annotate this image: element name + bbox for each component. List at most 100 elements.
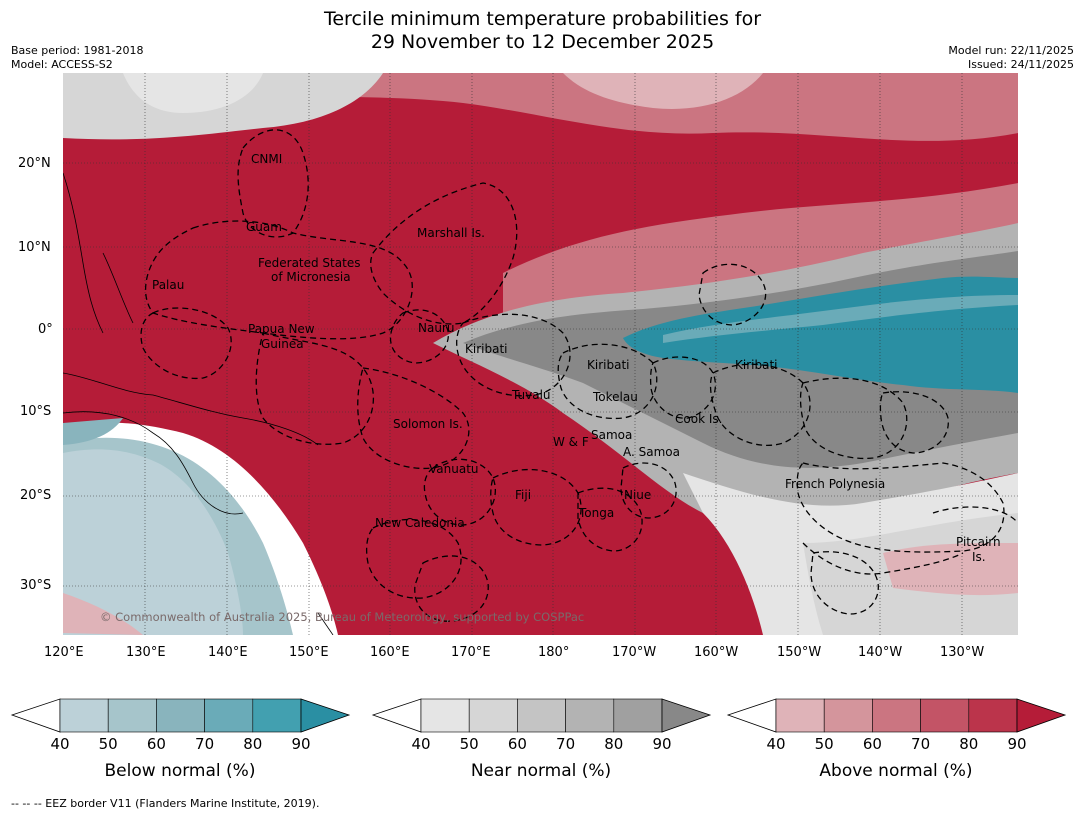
colorbar-segment xyxy=(156,698,205,733)
colorbar-segment xyxy=(107,698,157,733)
place-cnmi: CNMI xyxy=(251,152,282,166)
place-guam: Guam xyxy=(246,220,282,234)
place-new-caledonia: New Caledonia xyxy=(375,516,465,530)
lat-tick-0: 0° xyxy=(38,322,53,337)
colorbar-tick-label: 90 xyxy=(291,735,311,753)
lat-tick-10s: 10°S xyxy=(20,404,52,419)
lon-tick-130e: 130°E xyxy=(126,645,166,660)
colorbar-segment xyxy=(872,698,921,733)
colorbar-tick-label: 40 xyxy=(411,735,431,753)
lat-tick-10n: 10°N xyxy=(18,240,51,255)
colorbar-segment xyxy=(468,698,518,733)
place-american-samoa: A. Samoa xyxy=(623,445,680,459)
colorbar-segment xyxy=(252,698,302,733)
lon-tick-130w: 130°W xyxy=(940,645,985,660)
copyright-notice: © Commonwealth of Australia 2025, Bureau… xyxy=(100,610,585,624)
lon-tick-120e: 120°E xyxy=(44,645,84,660)
model-name: Model: ACCESS-S2 xyxy=(11,58,113,71)
lat-tick-30s: 30°S xyxy=(20,578,52,593)
colorbar-tick-label: 60 xyxy=(146,735,166,753)
lon-tick-160e: 160°E xyxy=(370,645,410,660)
colorbar-near-normal xyxy=(371,698,712,733)
lon-tick-180: 180° xyxy=(538,645,570,660)
colorbar-tick-label: 70 xyxy=(911,735,931,753)
place-labels: CNMI Guam Marshall Is. Federated States … xyxy=(152,152,1001,564)
colorbar-label-below: Below normal (%) xyxy=(104,761,256,781)
lon-tick-140w: 140°W xyxy=(858,645,903,660)
colorbar-label-near: Near normal (%) xyxy=(470,761,612,781)
colorbar-segment xyxy=(968,698,1018,733)
colorbar-tick-label: 60 xyxy=(507,735,527,753)
colorbar-tick-label: 70 xyxy=(556,735,576,753)
place-kiribati-east: Kiribati xyxy=(735,358,777,372)
below-normal-australia-north xyxy=(63,418,123,445)
place-nauru: Nauru xyxy=(418,321,454,335)
issued-date: Issued: 24/11/2025 xyxy=(967,58,1074,71)
place-samoa: Samoa xyxy=(591,428,632,442)
place-tokelau: Tokelau xyxy=(592,390,638,404)
map-title: Tercile minimum temperature probabilitie… xyxy=(0,8,1085,54)
colorbar-tick-label: 40 xyxy=(766,735,786,753)
title-line-2: 29 November to 12 December 2025 xyxy=(370,31,715,53)
colorbar-tick-label: 40 xyxy=(50,735,70,753)
colorbar-segment xyxy=(920,698,970,733)
above-normal-light-top xyxy=(563,73,763,109)
colorbar-tick-label: 60 xyxy=(862,735,882,753)
colorbar-label-above: Above normal (%) xyxy=(819,761,973,781)
place-french-polynesia: French Polynesia xyxy=(785,477,885,491)
lon-tick-150e: 150°E xyxy=(289,645,329,660)
lon-tick-150w: 150°W xyxy=(777,645,822,660)
lat-tick-20s: 20°S xyxy=(20,488,52,503)
place-fsm-2: of Micronesia xyxy=(271,270,351,284)
place-tuvalu: Tuvalu xyxy=(511,388,551,402)
colorbar-tick-label: 50 xyxy=(459,735,479,753)
map-panel[interactable]: CNMI Guam Marshall Is. Federated States … xyxy=(63,73,1018,635)
colorbar-tick-label: 70 xyxy=(195,735,215,753)
lon-tick-170w: 170°W xyxy=(612,645,657,660)
colorbar-tick-label: 90 xyxy=(652,735,672,753)
lon-tick-170e: 170°E xyxy=(451,645,491,660)
colorbar-min-extend xyxy=(726,698,777,733)
place-kiribati-west: Kiribati xyxy=(465,342,507,356)
colorbar-tick-label: 50 xyxy=(98,735,118,753)
coastlines xyxy=(63,172,334,635)
colorbar-tick-label: 90 xyxy=(1007,735,1027,753)
place-png-1: Papua New xyxy=(248,322,315,336)
place-palau: Palau xyxy=(152,278,184,292)
colorbars-svg xyxy=(10,698,1067,733)
base-period: Base period: 1981-2018 xyxy=(11,44,144,57)
below-normal-edge xyxy=(663,295,1018,343)
meta-right: Model run: 22/11/2025 Issued: 24/11/2025 xyxy=(948,44,1074,72)
map-svg: CNMI Guam Marshall Is. Federated States … xyxy=(63,73,1018,635)
above-normal-australia-south xyxy=(63,593,143,635)
colorbar-segment xyxy=(775,698,825,733)
place-pitcairn-1: Pitcairn xyxy=(956,535,1001,549)
lon-tick-160w: 160°W xyxy=(694,645,739,660)
lat-tick-20n: 20°N xyxy=(18,156,51,171)
place-solomon: Solomon Is. xyxy=(393,417,463,431)
place-tonga: Tonga xyxy=(578,506,614,520)
title-line-1: Tercile minimum temperature probabilitie… xyxy=(323,8,762,30)
colorbar-segment xyxy=(59,698,109,733)
above-normal-southeast xyxy=(883,543,1018,596)
place-fiji: Fiji xyxy=(515,488,531,502)
colorbar-segment xyxy=(204,698,254,733)
place-kiribati-central: Kiribati xyxy=(587,358,629,372)
near-normal-top-left-2 xyxy=(123,73,263,113)
colorbar-tick-label: 80 xyxy=(604,735,624,753)
place-marshall: Marshall Is. xyxy=(417,226,485,240)
colorbar-above-normal xyxy=(726,698,1067,733)
colorbar-tick-label: 50 xyxy=(814,735,834,753)
place-png-2: Guinea xyxy=(261,337,304,351)
colorbar-segment xyxy=(517,698,566,733)
place-pitcairn-2: Is. xyxy=(972,550,986,564)
colorbar-max-extend xyxy=(1016,698,1067,733)
colorbar-segment xyxy=(420,698,470,733)
colorbar-tick-label: 80 xyxy=(243,735,263,753)
meta-left: Base period: 1981-2018 Model: ACCESS-S2 xyxy=(11,44,143,72)
model-run: Model run: 22/11/2025 xyxy=(948,44,1074,57)
colorbar-segment xyxy=(565,698,615,733)
place-wallis-futuna: W & F xyxy=(553,435,589,449)
lon-tick-140e: 140°E xyxy=(208,645,248,660)
colorbar-tick-label: 80 xyxy=(959,735,979,753)
